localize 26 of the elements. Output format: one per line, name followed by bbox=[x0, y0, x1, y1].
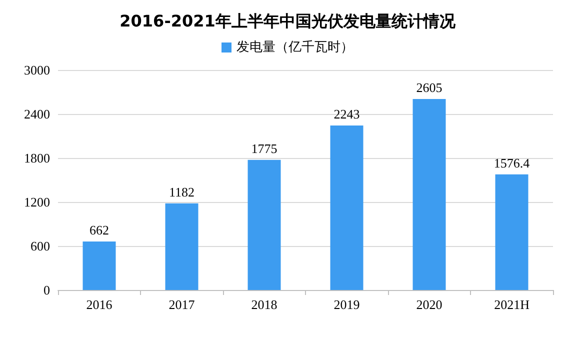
chart-title: 2016-2021年上半年中国光伏发电量统计情况 bbox=[120, 12, 456, 30]
data-label: 662 bbox=[90, 222, 109, 238]
bar bbox=[330, 126, 364, 290]
x-tick-label: 2018 bbox=[251, 297, 278, 312]
bar bbox=[495, 174, 528, 290]
bar bbox=[412, 98, 446, 290]
x-tick-label: 2019 bbox=[334, 297, 360, 312]
bar bbox=[248, 160, 281, 290]
y-tick-label: 3000 bbox=[24, 62, 50, 78]
bar bbox=[165, 203, 198, 290]
data-label: 1182 bbox=[168, 184, 195, 200]
x-tick-label: 2021H bbox=[494, 297, 530, 312]
y-tick-label: 0 bbox=[44, 282, 50, 298]
x-tick-label: 2016 bbox=[86, 297, 113, 312]
x-tick-label: 2017 bbox=[168, 297, 196, 312]
y-tick-label: 1200 bbox=[24, 194, 50, 210]
bar bbox=[82, 241, 116, 290]
data-label: 1576.4 bbox=[494, 155, 530, 170]
y-tick-label: 1800 bbox=[24, 150, 50, 166]
data-label: 2605 bbox=[416, 80, 442, 95]
x-tick-label: 2020 bbox=[416, 297, 442, 312]
data-label: 1775 bbox=[251, 140, 278, 156]
y-tick-label: 2400 bbox=[24, 106, 50, 122]
data-label: 2243 bbox=[334, 106, 360, 122]
y-tick-label: 600 bbox=[30, 238, 50, 254]
legend-label: 发电量（亿千瓦时） bbox=[236, 40, 354, 55]
